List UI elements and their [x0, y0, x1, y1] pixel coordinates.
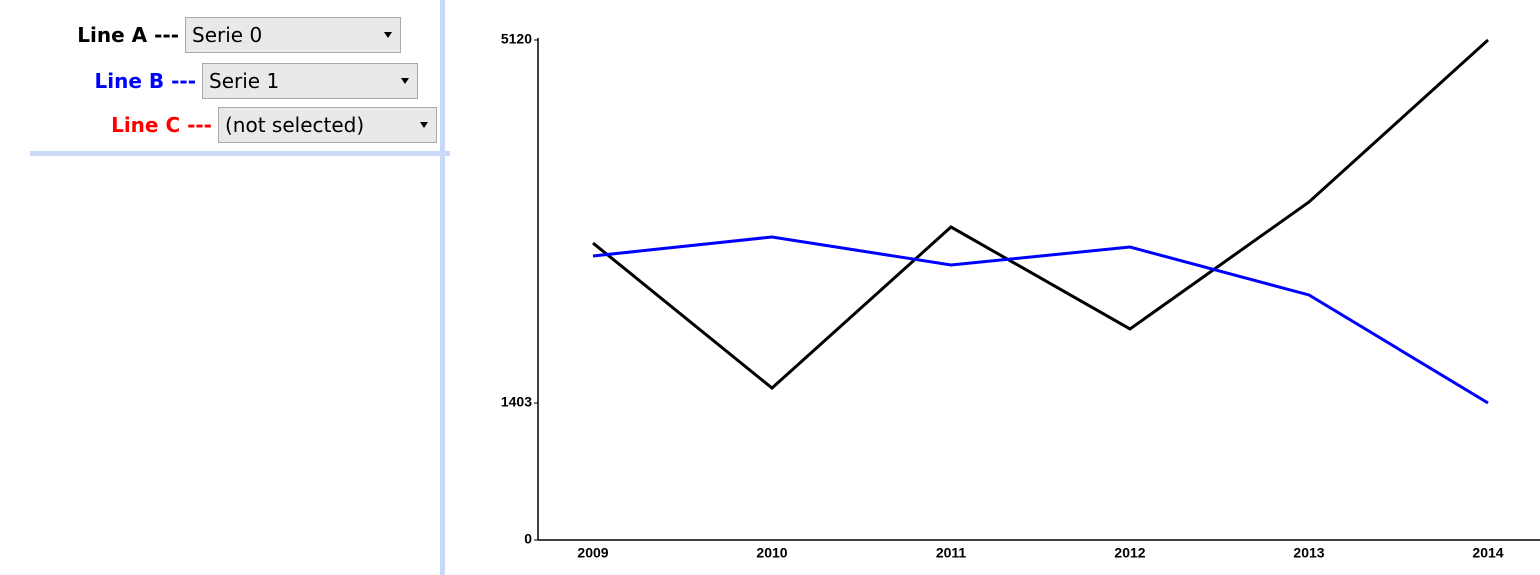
x-tick-label: 2012 — [1114, 545, 1145, 561]
series-select[interactable]: Serie 1 — [202, 63, 418, 99]
series-select[interactable]: Serie 0 — [185, 17, 401, 53]
series-select[interactable]: (not selected) — [218, 107, 437, 143]
x-tick-label: 2009 — [577, 545, 608, 561]
divider — [440, 0, 445, 575]
control-row: Line A --- Serie 0 — [77, 17, 401, 53]
x-tick-label: 2014 — [1472, 545, 1503, 561]
x-tick-label: 2013 — [1293, 545, 1324, 561]
dropdown-arrow — [420, 122, 428, 128]
x-tick-label: 2010 — [756, 545, 787, 561]
select-value: Serie 0 — [192, 23, 263, 47]
y-tick-label: 0 — [524, 531, 532, 547]
dropdown-arrow — [401, 78, 409, 84]
control-label: Line B --- — [94, 69, 196, 93]
control-label: Line C --- — [111, 113, 212, 137]
x-tick-label: 2011 — [936, 545, 967, 561]
series-line — [592, 235, 1489, 405]
series-line — [592, 38, 1490, 391]
dropdown-arrow — [384, 32, 392, 38]
control-label: Line A --- — [77, 23, 179, 47]
select-value: (not selected) — [225, 113, 365, 137]
y-tick-label: 5120 — [501, 31, 532, 47]
select-value: Serie 1 — [209, 69, 280, 93]
y-tick-label: 1403 — [501, 394, 532, 410]
control-row: Line B --- Serie 1 — [95, 63, 418, 99]
divider — [30, 151, 450, 156]
control-row: Line C --- (not selected) — [111, 107, 437, 143]
